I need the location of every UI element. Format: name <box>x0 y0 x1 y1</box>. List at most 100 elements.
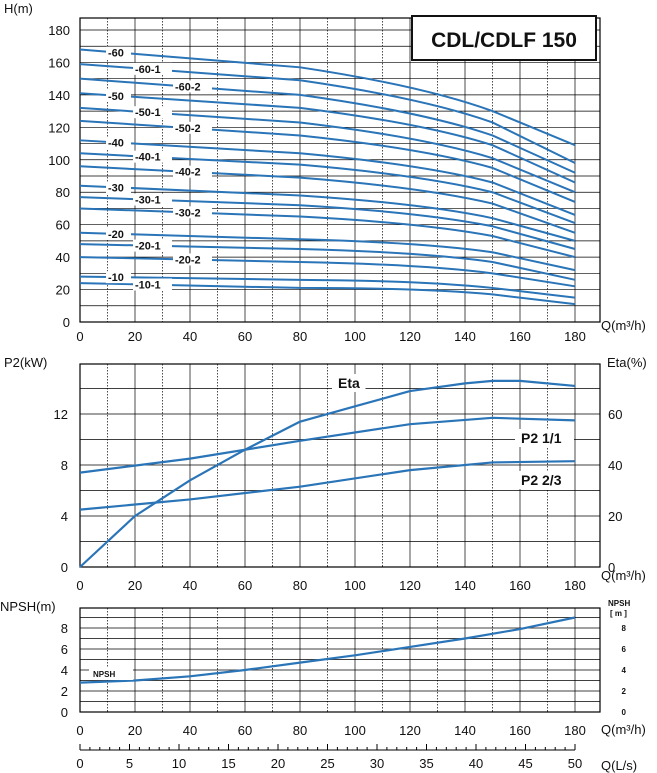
head-x-tick: 140 <box>454 329 476 344</box>
curve-label-bg <box>106 136 131 149</box>
ls-tick-label: 30 <box>370 756 384 771</box>
curve-label-bg <box>106 89 131 102</box>
curve-label-bg <box>106 46 131 59</box>
head-curve <box>79 184 576 242</box>
series-label-bg <box>515 429 574 447</box>
power-x-tick: 140 <box>454 578 476 593</box>
curve-label: -60 <box>108 48 124 60</box>
power-x-label: Q(m³/h) <box>601 568 646 583</box>
power-x-tick: 180 <box>564 578 586 593</box>
ls-tick-label: 25 <box>320 756 334 771</box>
eta-y-tick: 40 <box>608 458 622 473</box>
chart-title: CDL/CDLF 150 <box>431 29 577 52</box>
head-x-tick: 80 <box>293 329 307 344</box>
head-curve <box>79 243 576 281</box>
head-y-tick: 100 <box>48 153 70 168</box>
head-x-tick: 0 <box>76 329 83 344</box>
curve-label: -40 <box>108 138 124 150</box>
ls-tick-label: 40 <box>469 756 483 771</box>
ls-tick-label: 50 <box>568 756 582 771</box>
power-x-tick: 80 <box>293 578 307 593</box>
curve-label-bg <box>133 150 172 163</box>
ls-tick-label: 15 <box>221 756 235 771</box>
plot-frame <box>79 363 601 568</box>
head-x-tick: 100 <box>344 329 366 344</box>
ls-tick-label: 35 <box>419 756 433 771</box>
curve-label-bg <box>106 271 131 284</box>
curve-label-bg <box>133 193 172 206</box>
head-curve <box>79 231 576 272</box>
curve-label: -60-2 <box>175 81 201 93</box>
series-label: Eta <box>338 375 360 391</box>
npsh-x-tick: 40 <box>183 723 197 738</box>
head-curve <box>79 48 576 147</box>
npsh-series-label: NPSH <box>93 670 115 679</box>
head-curve <box>79 119 576 203</box>
npsh-y-tick: 8 <box>61 621 68 636</box>
head-x-tick: 20 <box>128 329 142 344</box>
curve-label-bg <box>133 239 172 252</box>
curve-label: -30-1 <box>135 194 161 206</box>
power-curve <box>79 416 576 474</box>
curve-label-bg <box>173 80 212 93</box>
power-x-tick: 100 <box>344 578 366 593</box>
curve-label-bg <box>173 253 212 266</box>
ls-tick-label: 5 <box>126 756 133 771</box>
npsh-x-tick: 120 <box>399 723 421 738</box>
head-curve <box>79 165 576 234</box>
plot-frame <box>79 17 601 323</box>
head-curve <box>79 256 576 288</box>
curve-label: -50-1 <box>135 107 161 119</box>
npsh-right-tick: 8 <box>622 624 627 633</box>
power-x-tick: 160 <box>509 578 531 593</box>
power-x-tick: 20 <box>128 578 142 593</box>
npsh-y-tick: 6 <box>61 642 68 657</box>
curve-label-bg <box>133 278 172 291</box>
curve-label: -20-2 <box>175 254 201 266</box>
series-label: P2 1/1 <box>521 430 562 446</box>
ls-tick-label: 45 <box>518 756 532 771</box>
eta-y-tick: 20 <box>608 509 622 524</box>
curve-label: -30 <box>108 182 124 194</box>
curve-label: -50 <box>108 91 124 103</box>
curve-label-bg <box>106 181 131 194</box>
npsh-x2-label: Q(L/s) <box>601 758 637 773</box>
head-y-tick: 40 <box>56 250 70 265</box>
npsh-x-tick: 100 <box>344 723 366 738</box>
series-label-bg <box>332 374 366 392</box>
head-y-tick: 80 <box>56 185 70 200</box>
curve-label-bg <box>173 165 212 178</box>
head-x-tick: 160 <box>509 329 531 344</box>
head-curve <box>79 282 576 306</box>
npsh-x-tick: 180 <box>564 723 586 738</box>
power-y-tick: 8 <box>61 458 68 473</box>
head-curve <box>79 92 576 184</box>
npsh-x-tick: 60 <box>238 723 252 738</box>
ls-tick-label: 0 <box>76 756 83 771</box>
npsh-right-tick: 6 <box>622 645 627 654</box>
npsh-x-tick: 80 <box>293 723 307 738</box>
curve-label: -10-1 <box>135 280 161 292</box>
series-label-bg <box>515 471 574 489</box>
curve-label: -50-2 <box>175 123 201 135</box>
head-y-tick: 120 <box>48 120 70 135</box>
head-y-tick: 180 <box>48 23 70 38</box>
npsh-y-tick: 2 <box>61 684 68 699</box>
head-curve <box>79 63 576 164</box>
power-y-tick: 4 <box>61 509 68 524</box>
npsh-y-tick: 0 <box>61 705 68 720</box>
npsh-x-label: Q(m³/h) <box>601 722 646 737</box>
power-y-label: P2(kW) <box>4 355 47 370</box>
head-curve <box>79 207 576 259</box>
head-curve <box>79 77 576 174</box>
npsh-right-tick: 2 <box>622 687 627 696</box>
ls-tick-label: 20 <box>271 756 285 771</box>
power-x-tick: 0 <box>76 578 83 593</box>
head-y-tick: 160 <box>48 55 70 70</box>
curve-label: -40-1 <box>135 152 161 164</box>
ls-tick-label: 10 <box>172 756 186 771</box>
power-y-tick: 12 <box>54 407 68 422</box>
npsh-label-bg <box>89 668 133 680</box>
curve-label: -10 <box>108 272 124 284</box>
npsh-x-tick: 140 <box>454 723 476 738</box>
